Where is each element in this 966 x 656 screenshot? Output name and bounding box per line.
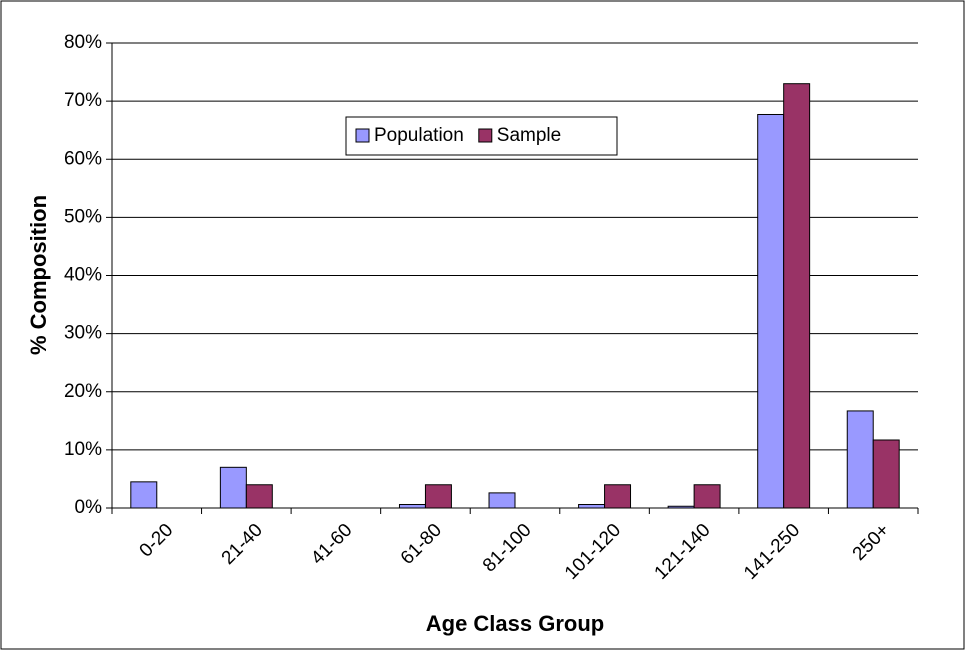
bar xyxy=(693,484,721,509)
y-tick-label: 60% xyxy=(64,148,102,169)
bar xyxy=(604,484,632,509)
y-tick-label: 40% xyxy=(64,265,102,286)
y-tick-label: 10% xyxy=(64,439,102,460)
bar xyxy=(398,504,426,509)
y-tick-label: 80% xyxy=(64,32,102,53)
bar xyxy=(245,484,273,509)
bar xyxy=(667,505,695,509)
bar xyxy=(578,504,606,509)
y-tick-label: 70% xyxy=(64,90,102,111)
bar xyxy=(872,439,900,509)
y-tick-label: 50% xyxy=(64,206,102,227)
y-tick-label: 30% xyxy=(64,323,102,344)
legend-swatch xyxy=(355,128,370,143)
legend-label: Sample xyxy=(497,125,561,146)
legend-label: Population xyxy=(374,125,464,146)
bar xyxy=(219,466,247,509)
bar xyxy=(424,484,452,509)
bar xyxy=(488,492,516,509)
y-tick-label: 20% xyxy=(64,381,102,402)
bar xyxy=(783,83,811,509)
x-axis-title: Age Class Group xyxy=(426,611,604,636)
legend-swatch xyxy=(478,128,493,143)
bar xyxy=(130,481,158,509)
y-tick-label: 0% xyxy=(75,497,103,518)
bar xyxy=(757,113,785,509)
y-axis-title: % Composition xyxy=(26,195,51,355)
bar xyxy=(846,410,874,509)
